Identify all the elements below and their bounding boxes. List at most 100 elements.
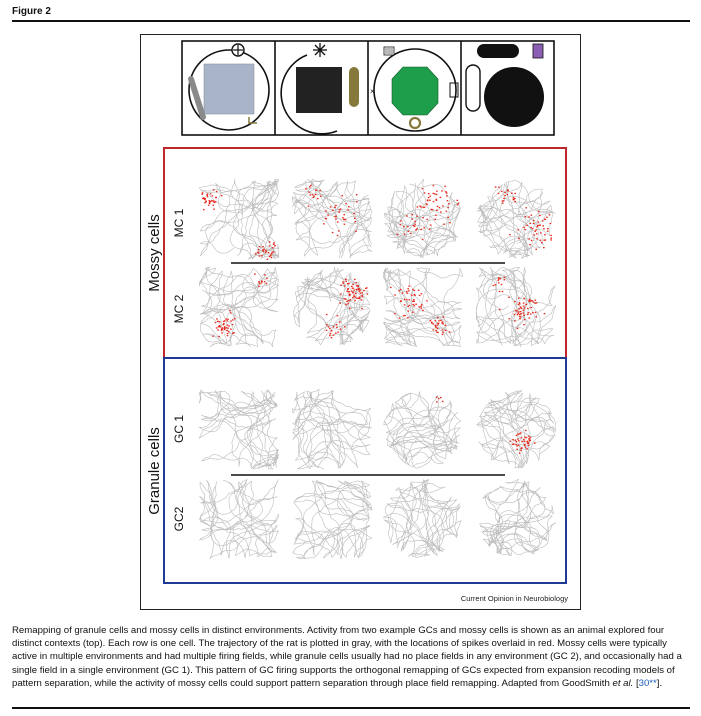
spike-mark: [222, 320, 225, 323]
spike-mark: [526, 441, 528, 443]
spike-mark: [224, 320, 226, 322]
spike-mark: [498, 278, 500, 280]
spike-mark: [225, 327, 227, 329]
spike-mark: [550, 237, 552, 239]
spike-mark: [354, 299, 356, 302]
spike-mark: [208, 201, 211, 203]
spike-mark: [349, 307, 351, 309]
spike-mark: [257, 251, 259, 253]
spike-mark: [211, 195, 214, 197]
spike-mark: [509, 440, 512, 442]
spike-mark: [420, 228, 422, 231]
spike-mark: [521, 440, 523, 443]
spike-mark: [546, 230, 549, 232]
environment-icons: ×: [181, 40, 555, 136]
spike-mark: [361, 294, 363, 296]
spike-mark: [528, 238, 530, 240]
trajectory-path: [383, 479, 462, 558]
spike-mark: [530, 214, 533, 216]
spike-mark: [213, 208, 215, 210]
spike-mark: [218, 321, 221, 323]
spike-mark: [366, 287, 368, 289]
spike-mark: [356, 201, 358, 203]
spike-mark: [227, 327, 229, 329]
spike-mark: [274, 245, 276, 247]
spike-mark: [325, 329, 328, 331]
spike-mark: [524, 429, 527, 432]
spike-mark: [227, 318, 229, 320]
spike-mark: [361, 296, 364, 298]
spike-mark: [435, 198, 438, 200]
spike-mark: [445, 191, 447, 193]
spike-mark: [519, 306, 522, 308]
spike-mark: [456, 199, 459, 201]
spike-mark: [307, 205, 310, 207]
spike-mark: [529, 244, 531, 246]
spike-mark: [268, 255, 271, 258]
spike-mark: [429, 319, 432, 322]
spike-mark: [532, 219, 535, 222]
spike-mark: [518, 308, 520, 310]
spike-mark: [544, 234, 546, 236]
spike-mark: [415, 229, 417, 231]
trajectory-path: [476, 180, 556, 259]
spike-mark: [255, 253, 257, 255]
spike-mark: [423, 206, 426, 208]
spike-mark: [355, 194, 358, 196]
spike-mark: [261, 280, 263, 282]
spike-mark: [347, 303, 349, 305]
spike-mark: [498, 308, 501, 311]
spike-mark: [408, 304, 411, 307]
spike-mark: [431, 209, 434, 211]
spike-mark: [344, 285, 346, 287]
spike-mark: [527, 435, 530, 437]
spike-mark: [359, 289, 362, 291]
spike-mark: [429, 199, 431, 201]
spike-mark: [329, 332, 332, 335]
spike-mark: [445, 192, 448, 194]
spike-mark: [347, 291, 350, 293]
spike-mark: [524, 436, 526, 438]
spike-mark: [413, 289, 416, 292]
spike-mark: [533, 234, 535, 236]
spike-mark: [525, 437, 528, 439]
spike-mark: [523, 307, 526, 309]
spike-mark: [408, 290, 410, 292]
spike-mark: [437, 397, 440, 400]
spike-mark: [432, 184, 435, 187]
spike-mark: [527, 444, 530, 447]
spike-mark: [327, 214, 329, 216]
spike-mark: [230, 328, 232, 330]
spike-mark: [420, 307, 422, 309]
spike-mark: [441, 322, 443, 324]
trajectory-path: [293, 267, 371, 346]
spike-mark: [341, 195, 344, 197]
spike-mark: [232, 319, 234, 321]
spike-mark: [527, 442, 530, 444]
trajectory-path: [476, 390, 557, 469]
spike-mark: [442, 316, 445, 318]
spike-mark: [436, 324, 439, 326]
spike-mark: [264, 274, 266, 276]
spike-mark: [526, 442, 529, 445]
spike-mark: [437, 331, 439, 334]
spike-mark: [348, 300, 350, 302]
spike-mark: [342, 281, 344, 283]
spike-mark: [528, 317, 531, 319]
spike-mark: [354, 217, 356, 219]
spike-mark: [311, 194, 314, 196]
spike-mark: [226, 324, 229, 326]
spike-mark: [407, 288, 409, 290]
spike-mark: [520, 447, 523, 450]
spike-mark: [425, 203, 428, 205]
spike-mark: [398, 317, 401, 319]
spike-mark: [339, 302, 341, 304]
spike-mark: [337, 331, 339, 333]
spike-mark: [327, 326, 330, 328]
spike-mark: [221, 328, 223, 330]
spike-mark: [226, 320, 229, 322]
spike-mark: [530, 306, 533, 309]
spike-mark: [426, 200, 429, 202]
spike-mark: [544, 239, 547, 241]
caption-reference-link[interactable]: 30**: [638, 677, 657, 689]
